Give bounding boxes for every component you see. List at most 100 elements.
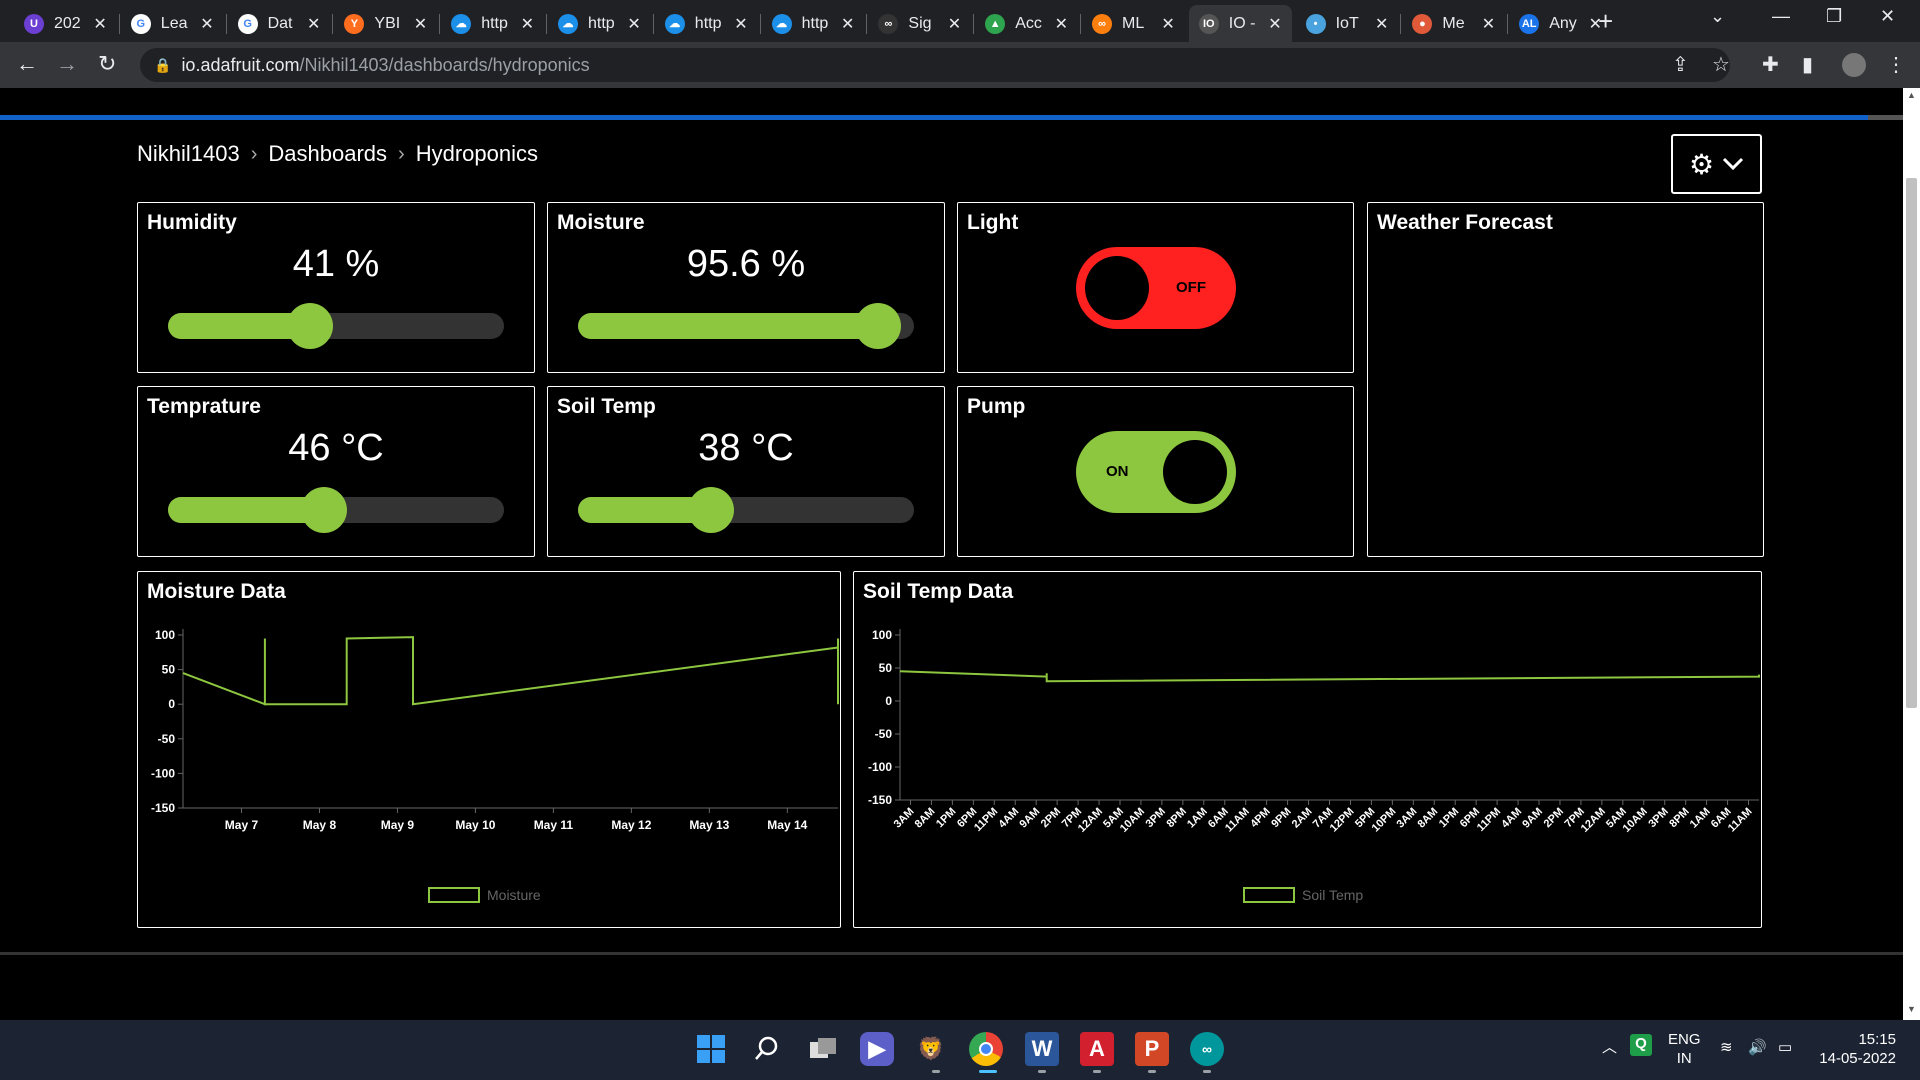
moisture-slider[interactable] (578, 303, 914, 349)
temperature-slider-knob[interactable] (301, 487, 348, 533)
menu-kebab-icon[interactable]: ⋮ (1886, 54, 1906, 76)
tab-close-icon[interactable]: ✕ (306, 15, 321, 33)
bookmark-star-icon[interactable]: ☆ (1712, 54, 1730, 76)
wifi-icon[interactable]: ≋ (1720, 1039, 1733, 1056)
x-tick-label: 12AM (1579, 806, 1608, 835)
brave-browser-icon[interactable]: 🦁 (917, 1036, 945, 1061)
light-toggle[interactable]: OFF (1076, 247, 1236, 329)
tab-title: Dat (267, 14, 293, 32)
temperature-title: Temprature (147, 395, 261, 418)
scroll-down-icon[interactable]: ▼ (1907, 1004, 1916, 1014)
restore-icon[interactable]: ❐ (1826, 6, 1843, 26)
new-tab-button[interactable]: + (1598, 6, 1614, 36)
scroll-up-icon[interactable]: ▲ (1907, 90, 1916, 100)
tab-close-icon[interactable]: ✕ (840, 15, 855, 33)
browser-tab[interactable]: ● Me ✕ (1402, 5, 1505, 42)
word-icon[interactable]: W (1025, 1032, 1059, 1066)
browser-tab[interactable]: ∞ ML ✕ (1082, 5, 1185, 42)
minimize-icon[interactable]: — (1772, 6, 1790, 26)
soil-temp-slider-knob[interactable] (688, 487, 735, 533)
browser-tab[interactable]: • IoT ✕ (1296, 5, 1399, 42)
temperature-slider[interactable] (168, 487, 504, 533)
tab-close-icon[interactable]: ✕ (1588, 15, 1602, 33)
y-tick-label: -100 (151, 766, 175, 780)
close-window-icon[interactable]: ✕ (1880, 6, 1896, 26)
task-view-icon[interactable] (806, 1032, 840, 1066)
browser-tab[interactable]: G Lea ✕ (121, 5, 224, 42)
clock[interactable]: 15:15 14-05-2022 (1816, 1030, 1896, 1068)
x-tick-label: 8AM (1415, 806, 1440, 831)
page-scrollbar[interactable]: ▲ ▼ (1903, 88, 1920, 1020)
profile-avatar[interactable] (1842, 53, 1866, 77)
x-tick-label: 4AM (1499, 806, 1524, 831)
tab-close-icon[interactable]: ✕ (1054, 15, 1068, 33)
dashboard-settings-button[interactable]: ⚙ (1671, 134, 1762, 194)
tab-close-icon[interactable]: ✕ (1268, 15, 1282, 33)
tab-close-icon[interactable]: ✕ (1374, 15, 1389, 33)
soil-temp-chart-block: Soil Temp Data 100 50 0 -50 -100 -150 3AM 8AM 1P… (853, 571, 1762, 928)
tab-search-icon[interactable]: ⌄ (1710, 6, 1726, 26)
arduino-icon[interactable]: ∞ (1190, 1032, 1224, 1066)
powerpoint-icon[interactable]: P (1135, 1032, 1169, 1066)
x-tick-label: 12AM (1076, 806, 1105, 835)
tab-close-icon[interactable]: ✕ (520, 15, 534, 33)
x-tick-label: 9AM (1017, 806, 1042, 831)
tab-title: Sig (908, 14, 932, 32)
chevron-down-icon (1722, 157, 1744, 171)
tab-close-icon[interactable]: ✕ (627, 15, 641, 33)
back-icon[interactable]: ← (16, 51, 38, 76)
tab-close-icon[interactable]: ✕ (200, 15, 214, 33)
extensions-icon[interactable]: ✚ (1762, 54, 1779, 76)
pump-toggle[interactable]: ON (1076, 431, 1236, 513)
scrollbar-thumb[interactable] (1906, 178, 1917, 708)
browser-tab[interactable]: U 202 ✕ (14, 5, 117, 42)
browser-tab[interactable]: IO IO - ✕ (1188, 5, 1292, 42)
moisture-slider-knob[interactable] (855, 303, 902, 349)
browser-tab[interactable]: ☁ http ✕ (548, 5, 651, 42)
chevron-right-icon: › (250, 142, 258, 165)
tab-close-icon[interactable]: ✕ (1481, 15, 1496, 33)
windows-start-icon[interactable] (694, 1032, 728, 1066)
pump-block: Pump ON (957, 386, 1354, 557)
browser-tab[interactable]: AL Any ✕ (1509, 5, 1612, 42)
browser-tab[interactable]: ☁ http ✕ (762, 5, 865, 42)
tray-overflow-chevron-icon[interactable]: ︿ (1602, 1039, 1618, 1056)
tab-close-icon[interactable]: ✕ (734, 15, 748, 33)
browser-tab[interactable]: ∞ Sig ✕ (868, 5, 971, 42)
tab-close-icon[interactable]: ✕ (947, 15, 962, 33)
tab-favicon-icon: ☁ (664, 13, 685, 34)
quick-heal-icon[interactable]: Q (1630, 1034, 1652, 1056)
side-panel-icon[interactable]: ▮ (1802, 54, 1814, 76)
language-indicator[interactable]: ENG IN (1668, 1030, 1701, 1068)
acrobat-icon[interactable]: A (1080, 1032, 1114, 1066)
x-tick-label: 2AM (1290, 806, 1315, 831)
url-field[interactable]: 🔒 io.adafruit.com/Nikhil1403/dashboards/… (140, 48, 1730, 82)
forward-icon[interactable]: → (56, 51, 78, 76)
search-icon[interactable] (750, 1032, 784, 1066)
humidity-slider-knob[interactable] (286, 303, 333, 349)
battery-icon[interactable]: ▭ (1778, 1039, 1793, 1056)
share-icon[interactable]: ⇪ (1672, 54, 1689, 76)
tab-close-icon[interactable]: ✕ (413, 15, 428, 33)
tab-separator (118, 14, 120, 34)
reload-icon[interactable]: ↻ (98, 51, 117, 76)
browser-tab[interactable]: ☁ http ✕ (655, 5, 758, 42)
teams-chat-icon[interactable]: ▶ (860, 1032, 894, 1066)
browser-tab[interactable]: ☁ http ✕ (441, 5, 544, 42)
clock-date: 14-05-2022 (1819, 1050, 1896, 1067)
humidity-slider[interactable] (168, 303, 504, 349)
chrome-icon[interactable] (969, 1032, 1003, 1066)
breadcrumb-user[interactable]: Nikhil1403 (137, 141, 240, 166)
browser-tab[interactable]: G Dat ✕ (228, 5, 331, 42)
light-state-label: OFF (1176, 279, 1206, 296)
browser-tab[interactable]: ▲ Acc ✕ (975, 5, 1078, 42)
legend-swatch (1243, 887, 1295, 903)
volume-icon[interactable]: 🔊 (1748, 1039, 1767, 1056)
tab-close-icon[interactable]: ✕ (93, 15, 107, 33)
tab-close-icon[interactable]: ✕ (1161, 15, 1175, 33)
breadcrumb-dashboards[interactable]: Dashboards (268, 141, 388, 166)
soil-temp-slider[interactable] (578, 487, 914, 533)
y-tick-label: -150 (151, 801, 175, 815)
tab-favicon-icon: ∞ (878, 13, 899, 34)
browser-tab[interactable]: Y YBI ✕ (334, 5, 437, 42)
